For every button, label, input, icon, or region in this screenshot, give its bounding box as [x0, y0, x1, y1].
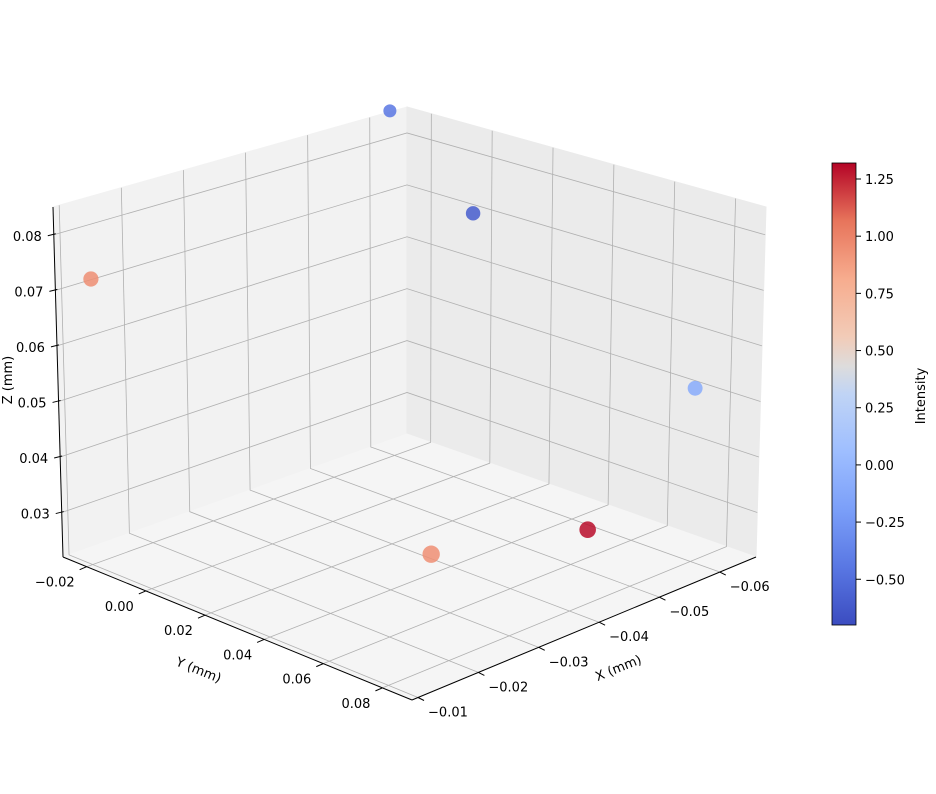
y-tick-mark — [79, 566, 87, 571]
z-gridline — [61, 392, 758, 513]
x-gridline — [307, 135, 660, 598]
z-gridline — [58, 288, 761, 402]
x-gridline — [58, 205, 419, 698]
z-gridline — [56, 236, 763, 347]
x-tick-mark — [478, 671, 485, 676]
data-point — [579, 521, 596, 538]
x-tick-label: −0.01 — [428, 705, 468, 720]
data-point — [383, 104, 397, 118]
axis-ticks: −0.06 −0.05 −0.04 −0.03 −0.02 −0.01 −0.02 0.00 0… — [13, 230, 770, 721]
x-tick-mark — [417, 697, 425, 701]
colorbar-tick-label: −0.50 — [865, 573, 905, 588]
z-tick-label: 0.03 — [21, 508, 50, 523]
x-gridline — [183, 170, 539, 648]
data-point — [687, 380, 703, 396]
z-tick-mark — [47, 233, 56, 237]
z-tick-label: 0.05 — [18, 396, 47, 411]
z-tick-label: 0.07 — [14, 285, 43, 300]
data-point — [422, 545, 440, 563]
y-gridline — [323, 181, 676, 665]
y-tick-label: 0.02 — [164, 624, 193, 639]
y-tick-mark — [256, 638, 265, 643]
x-tick-label: −0.03 — [549, 655, 589, 670]
colorbar-ticks: −0.50 −0.25 0.00 0.25 0.50 0.75 1.00 1.25 — [856, 173, 905, 588]
colorbar — [831, 162, 857, 626]
colorbar-tick-label: 0.00 — [865, 459, 894, 474]
x-tick-label: −0.02 — [488, 680, 528, 695]
x-tick-mark — [598, 621, 606, 626]
colorbar-label: Intensity — [914, 367, 929, 424]
scatter-points — [83, 104, 703, 563]
colorbar-tick-label: −0.25 — [865, 516, 905, 531]
z-tick-mark — [50, 344, 60, 348]
x-gridline — [245, 152, 600, 623]
z-gridline — [55, 184, 764, 291]
z-tick-label: 0.08 — [13, 230, 42, 245]
z-axis-line — [52, 206, 64, 558]
data-point — [83, 271, 99, 287]
z-tick-mark — [49, 288, 58, 292]
z-gridline — [53, 132, 766, 236]
x-tick-mark — [719, 571, 727, 576]
z-gridline — [60, 340, 759, 458]
data-point — [465, 206, 481, 221]
y-axis-line — [62, 556, 413, 701]
y-axis-label: Y (mm) — [173, 655, 224, 687]
y-tick-mark — [197, 614, 206, 619]
z-tick-mark — [52, 399, 61, 403]
colorbar-tick-label: 1.25 — [865, 173, 894, 188]
z-tick-mark — [55, 511, 64, 515]
y-tick-label: 0.08 — [341, 697, 370, 712]
gridlines — [53, 113, 766, 698]
y-gridline — [263, 164, 615, 640]
x-tick-label: −0.05 — [669, 605, 709, 620]
colorbar-tick-label: 1.00 — [865, 230, 894, 245]
y-gridline — [86, 113, 432, 568]
y-gridline — [204, 147, 554, 616]
colorbar-tick-label: 0.50 — [865, 345, 894, 360]
x-axis-label: X (mm) — [593, 653, 644, 685]
y-tick-mark — [138, 590, 147, 595]
y-tick-mark — [375, 687, 383, 692]
z-axis-label: Z (mm) — [1, 356, 16, 405]
colorbar-tick-label: 0.75 — [865, 287, 894, 302]
z-tick-label: 0.06 — [16, 341, 45, 356]
y-tick-label: −0.02 — [35, 576, 75, 591]
y-tick-label: 0.06 — [282, 673, 311, 688]
z-tick-mark — [54, 455, 63, 459]
y-gridline — [145, 130, 493, 592]
colorbar-tick-label: 0.25 — [865, 402, 894, 417]
x-gridline — [369, 117, 720, 573]
y-tick-label: 0.00 — [105, 600, 134, 615]
x-tick-label: −0.06 — [730, 580, 770, 595]
y-tick-label: 0.04 — [223, 648, 252, 663]
x-tick-mark — [538, 646, 545, 651]
x-tick-mark — [659, 596, 666, 601]
y-gridline — [382, 198, 736, 689]
z-tick-label: 0.04 — [19, 452, 48, 467]
y-tick-mark — [316, 663, 324, 668]
x-gridline — [120, 187, 479, 673]
x-axis-line — [411, 556, 757, 701]
x-tick-label: −0.04 — [609, 630, 649, 645]
